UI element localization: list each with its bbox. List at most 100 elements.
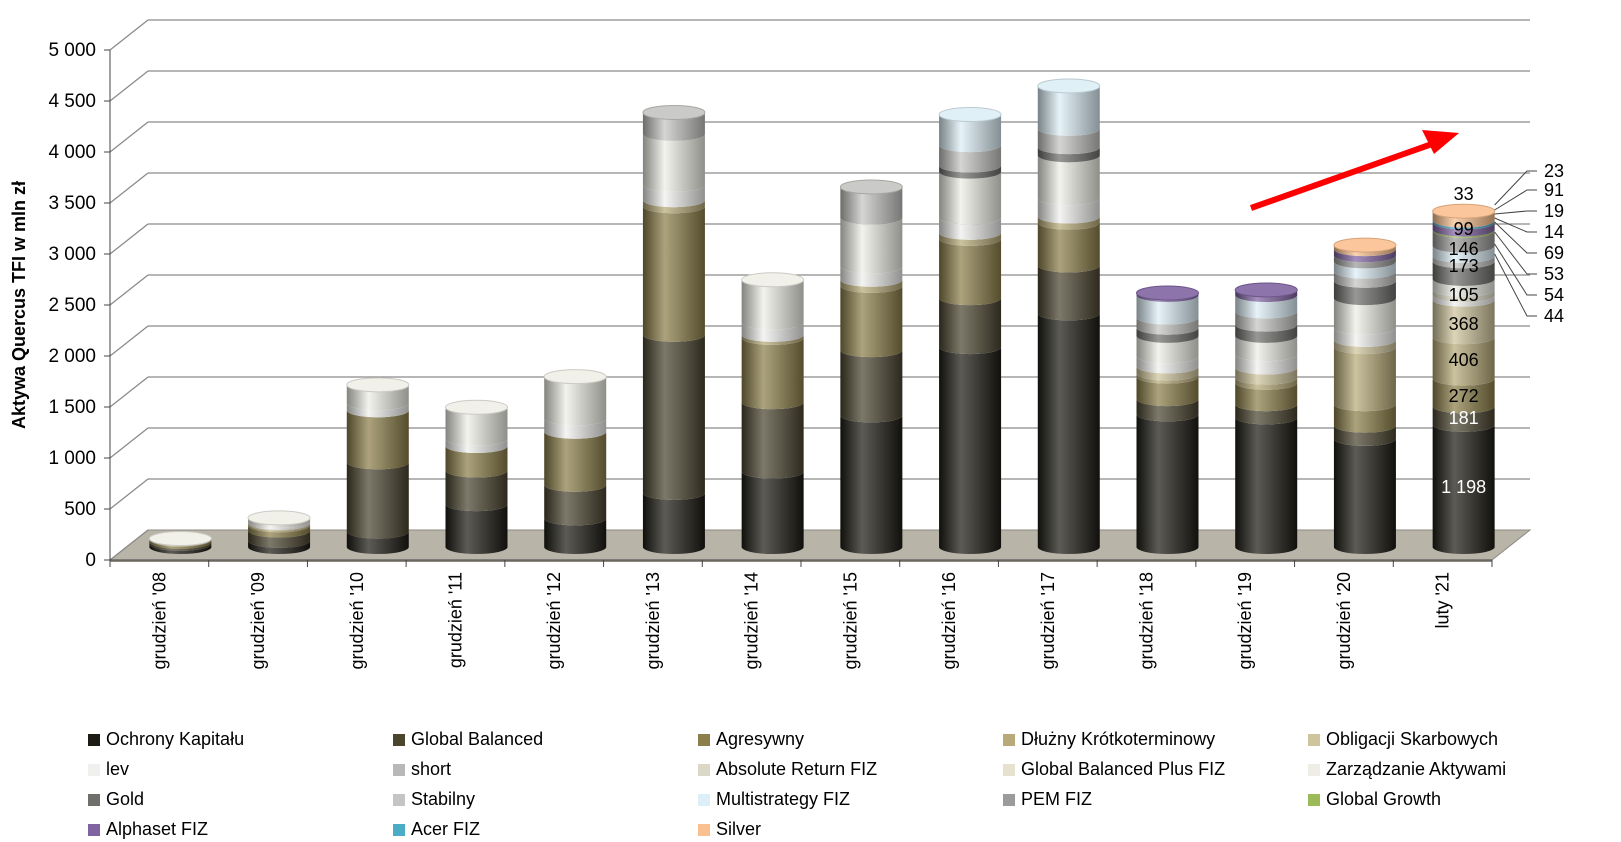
bar-segment	[346, 410, 409, 470]
legend-label: Absolute Return FIZ	[716, 759, 878, 779]
bar-cap	[247, 510, 311, 526]
bar-cap	[1037, 78, 1101, 94]
bar-segment	[1432, 378, 1495, 414]
trend-arrow-head	[1422, 130, 1459, 154]
legend-item: Stabilny	[393, 787, 698, 812]
leader-line	[1494, 217, 1537, 233]
legend-swatch	[393, 733, 405, 746]
leader-line	[1494, 189, 1537, 211]
legend-item: Multistrategy FIZ	[698, 787, 1003, 812]
bar-segment	[1136, 366, 1199, 381]
bar-segment	[1235, 335, 1298, 362]
data-label: 14	[1544, 222, 1564, 242]
bar-segment	[1037, 85, 1100, 136]
y-tick-label: 2 500	[48, 295, 96, 316]
legend-label: Silver	[716, 819, 762, 839]
bar-cap	[1333, 237, 1397, 253]
bar-segment	[1432, 299, 1495, 345]
bar-segment	[1333, 271, 1396, 288]
legend-item: Dłużny Krótkoterminowy	[1003, 727, 1308, 752]
bar-segment	[1136, 327, 1199, 343]
bar-segment	[840, 415, 903, 554]
data-label: 406	[1449, 350, 1479, 370]
legend-label: Global Growth	[1326, 789, 1442, 809]
bar-stack	[247, 510, 311, 554]
legend-item: Alphaset FIZ	[88, 817, 393, 842]
gridline-side	[109, 376, 149, 408]
legend-label: short	[411, 759, 452, 779]
legend-swatch	[88, 763, 100, 776]
bar-segment	[1432, 229, 1495, 238]
leader-line	[1494, 231, 1537, 275]
bar-segment	[248, 540, 311, 554]
trend-arrow-shaft	[1249, 141, 1434, 211]
bar-segment	[544, 484, 607, 526]
bar-segment	[248, 520, 311, 531]
x-tick-label: grudzień '14	[742, 572, 762, 670]
gridline-side	[109, 427, 149, 459]
bar-segment	[840, 186, 903, 225]
legend-swatch	[1308, 763, 1320, 776]
legend-item: Global Growth	[1308, 787, 1608, 812]
bar-segment	[1432, 424, 1495, 554]
bar-stack	[1333, 237, 1397, 554]
bar-segment	[1333, 261, 1396, 279]
bar-segment	[1333, 255, 1396, 269]
data-label: 99	[1454, 219, 1474, 239]
bar-segment	[1432, 220, 1495, 230]
bar-segment	[1037, 155, 1100, 206]
bar-segment	[1037, 147, 1100, 163]
bar-stack	[839, 179, 903, 554]
data-label: 23	[1544, 161, 1564, 181]
legend-item: Obligacji Skarbowych	[1308, 727, 1608, 752]
leader-line	[1494, 221, 1537, 254]
bar-segment	[1235, 382, 1298, 412]
bar-segment	[1235, 404, 1298, 425]
stacked-cylinder-chart: 0 500 1 000 1 500 2 000 2 500 3 000 3 500 4 000 4…	[9, 19, 1564, 670]
bar-segment	[741, 322, 804, 342]
leader-line	[1494, 210, 1537, 215]
bar-segment	[1432, 245, 1495, 263]
legend-item: Agresywny	[698, 727, 1003, 752]
x-tick-label: grudzień '15	[840, 572, 860, 670]
bar-segment	[1037, 265, 1100, 321]
bar-segment	[1136, 293, 1199, 303]
bar-segment	[939, 217, 1002, 240]
bar-segment	[1333, 347, 1396, 412]
legend-swatch	[393, 823, 405, 836]
bar-segment	[1136, 335, 1199, 364]
bar-segment	[741, 471, 804, 554]
bar-segment	[939, 171, 1002, 225]
bar-segment	[1333, 339, 1396, 355]
data-label: 173	[1449, 256, 1479, 276]
bar-segment	[1333, 327, 1396, 347]
bar-segment	[1037, 216, 1100, 230]
bar-stack	[1037, 78, 1101, 554]
legend-label: Agresywny	[716, 729, 805, 749]
legend-swatch	[393, 763, 405, 776]
data-label: 44	[1544, 306, 1564, 326]
bar-segment	[1432, 222, 1495, 237]
gridline-side	[109, 325, 149, 357]
gridline-side	[109, 19, 149, 51]
legend-label: Global Balanced Plus FIZ	[1021, 759, 1226, 779]
bar-segment	[642, 133, 705, 192]
legend-label: Global Balanced	[411, 729, 544, 749]
bar-segment	[1235, 295, 1298, 319]
bar-segment	[248, 524, 311, 533]
x-tick-label: grudzień '17	[1038, 572, 1058, 670]
bar-segment	[939, 347, 1002, 554]
y-tick-label: 4 000	[48, 142, 96, 163]
bar-segment	[1037, 128, 1100, 155]
bar-stack	[938, 107, 1002, 554]
bar-segment	[1235, 324, 1298, 343]
legend-swatch	[393, 793, 405, 806]
bar-segment	[642, 184, 705, 208]
bar-cap	[1234, 282, 1298, 298]
bar-segment	[149, 539, 212, 549]
gridline-side	[109, 529, 149, 561]
legend-item: lev	[88, 757, 393, 782]
bar-segment	[248, 530, 311, 548]
legend-swatch	[88, 733, 100, 746]
gridline-side	[109, 223, 149, 255]
